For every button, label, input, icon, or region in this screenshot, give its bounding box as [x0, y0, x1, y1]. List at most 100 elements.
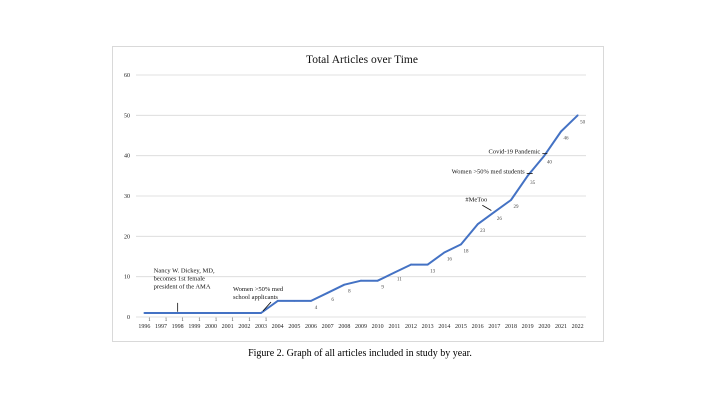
annotation-text: Women >50% med — [233, 286, 284, 293]
data-label: 29 — [514, 205, 520, 210]
data-label: 11 — [397, 278, 402, 283]
x-tick-label: 1996 — [138, 324, 150, 330]
y-tick-label: 60 — [124, 73, 130, 79]
data-label: 35 — [530, 181, 536, 186]
annotation: #MeToo — [465, 197, 492, 211]
data-point — [543, 154, 546, 157]
y-tick-label: 30 — [124, 194, 130, 200]
data-point — [360, 279, 362, 282]
annotation-text: Women >50% med students — [452, 168, 525, 175]
annotation: Covid-19 Pandemic — [489, 149, 548, 156]
x-tick-label: 1999 — [188, 324, 200, 330]
x-axis-ticks: 1996 1997 1998 1999 2000 2001 2002 2003 2004 2005… — [138, 324, 583, 330]
x-tick-label: 2003 — [255, 324, 267, 330]
x-tick-label: 2013 — [422, 324, 434, 330]
data-label: 46 — [564, 136, 570, 141]
x-tick-label: 2021 — [555, 324, 567, 330]
data-label: 1 — [148, 318, 151, 323]
data-label: 4 — [315, 306, 318, 311]
data-point — [193, 312, 196, 314]
data-point — [493, 211, 496, 214]
data-point — [326, 291, 329, 294]
data-point — [510, 199, 512, 201]
data-label: 1 — [198, 318, 201, 323]
data-point — [426, 263, 429, 266]
data-label: 6 — [331, 298, 334, 303]
data-point — [526, 174, 529, 177]
data-point — [176, 312, 179, 314]
data-label: 1 — [181, 318, 184, 323]
y-tick-label: 20 — [124, 234, 130, 240]
x-tick-label: 2002 — [238, 324, 250, 330]
annotation-leader — [262, 301, 272, 312]
data-point — [160, 312, 162, 314]
data-point — [310, 299, 312, 302]
x-tick-label: 2018 — [505, 324, 517, 330]
data-label: 13 — [430, 270, 436, 275]
data-label: 1 — [215, 318, 218, 323]
annotation-text: #MeToo — [465, 197, 487, 204]
data-point — [343, 283, 346, 286]
data-label: 23 — [480, 229, 486, 234]
data-label: 18 — [464, 249, 470, 254]
series-total-articles — [143, 114, 579, 314]
annotations: Nancy W. Dickey, MD,becomes 1st femalepr… — [154, 149, 548, 312]
data-point — [476, 223, 479, 226]
x-tick-label: 1998 — [172, 324, 184, 330]
chart-title: Total Articles over Time — [306, 54, 418, 66]
data-point — [376, 279, 379, 282]
y-tick-label: 10 — [124, 275, 130, 281]
x-tick-label: 2011 — [388, 324, 400, 330]
x-tick-label: 2007 — [322, 324, 334, 330]
y-tick-label: 40 — [124, 154, 130, 160]
gridlines — [136, 74, 586, 318]
x-tick-label: 2010 — [372, 324, 384, 330]
data-point — [410, 263, 412, 266]
y-tick-label: 50 — [124, 113, 130, 119]
chart-border — [112, 46, 604, 342]
data-point — [260, 312, 262, 314]
data-label: 1 — [248, 318, 251, 323]
annotation: Women >50% med students — [452, 168, 533, 175]
data-label: 40 — [547, 161, 553, 166]
annotation-leader — [482, 204, 492, 211]
x-tick-label: 1997 — [155, 324, 167, 330]
data-point — [460, 243, 462, 246]
data-point — [243, 312, 246, 314]
x-tick-label: 2014 — [438, 324, 450, 330]
data-point — [143, 312, 146, 314]
data-label: 8 — [348, 290, 351, 295]
annotation-text: school applicants — [233, 294, 278, 301]
data-label: 9 — [381, 286, 384, 291]
x-tick-label: 2016 — [472, 324, 484, 330]
x-tick-label: 2008 — [338, 324, 350, 330]
data-point — [443, 251, 446, 254]
x-tick-label: 2009 — [355, 324, 367, 330]
x-tick-label: 2019 — [522, 324, 534, 330]
data-label: 50 — [580, 120, 586, 125]
data-label: 26 — [497, 217, 503, 222]
x-tick-label: 2012 — [405, 324, 417, 330]
x-tick-label: 2017 — [488, 324, 500, 330]
y-axis-ticks: 0 10 20 30 40 50 60 — [124, 73, 130, 321]
figure-caption: Figure 2. Graph of all articles included… — [248, 348, 472, 359]
annotation-text: Nancy W. Dickey, MD, — [154, 268, 215, 275]
data-point — [276, 299, 279, 302]
chart-frame: Total Articles over Time 0 10 20 30 40 50 60 1… — [112, 46, 604, 342]
data-label: 1 — [265, 318, 268, 323]
x-tick-label: 2000 — [205, 324, 217, 330]
y-tick-label: 0 — [127, 315, 130, 321]
data-point — [576, 114, 579, 117]
data-point — [210, 312, 212, 314]
data-point — [560, 130, 562, 133]
x-tick-label: 2005 — [288, 324, 300, 330]
annotation: Nancy W. Dickey, MD,becomes 1st femalepr… — [154, 268, 215, 312]
data-point — [393, 271, 396, 274]
x-tick-label: 2022 — [572, 324, 584, 330]
annotation-text: Covid-19 Pandemic — [489, 149, 541, 156]
x-tick-label: 2004 — [272, 324, 284, 330]
line-chart: Total Articles over Time 0 10 20 30 40 50 60 1… — [112, 46, 604, 342]
data-point — [226, 312, 229, 314]
